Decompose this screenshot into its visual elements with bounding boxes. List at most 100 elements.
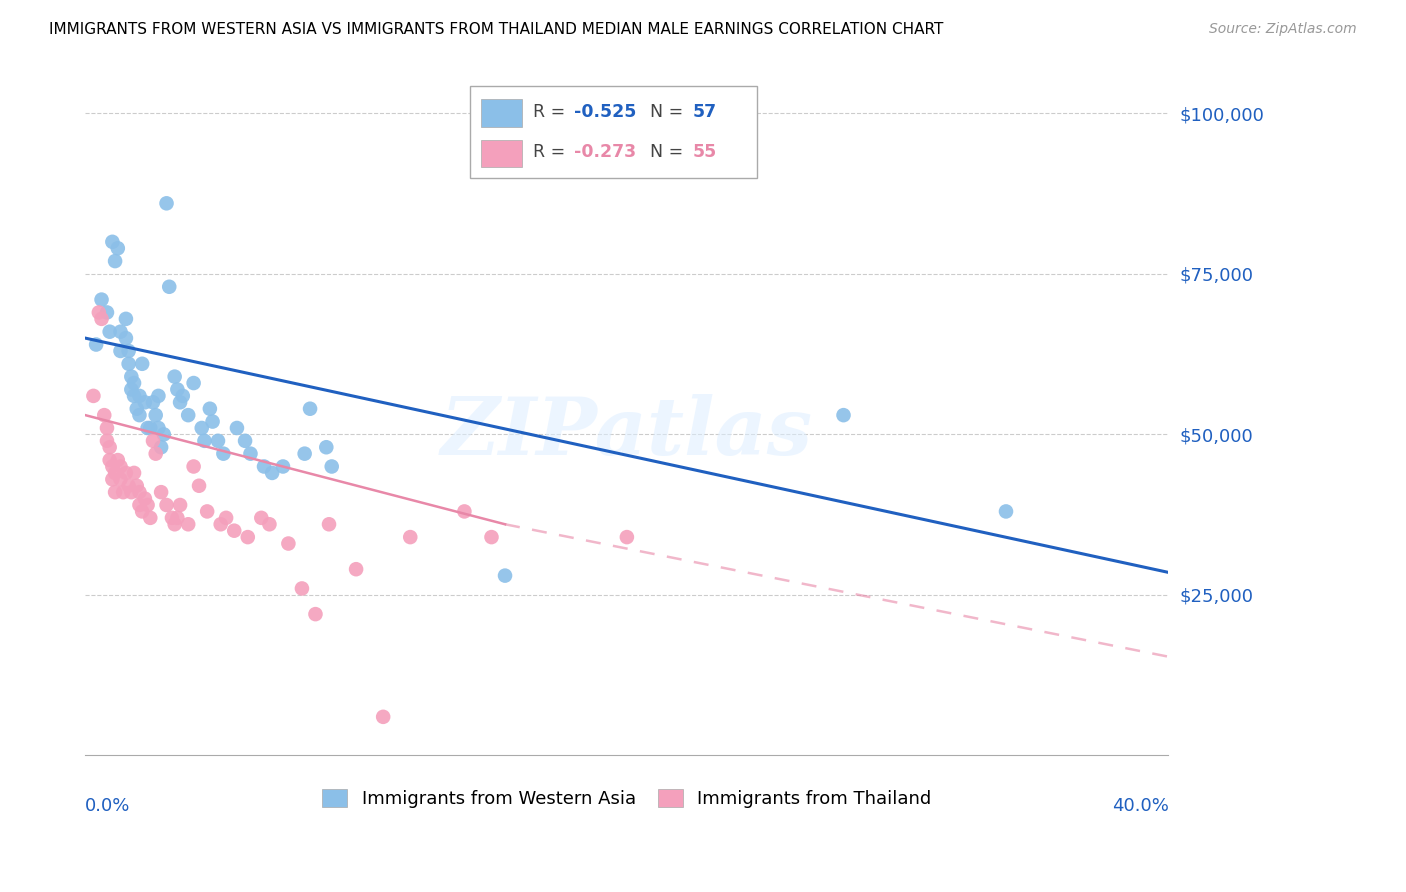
- Point: [112, 485, 135, 500]
- Text: R =: R =: [533, 103, 571, 120]
- Point: [995, 504, 1018, 518]
- Point: [122, 389, 145, 403]
- Point: [163, 369, 186, 384]
- Point: [318, 517, 340, 532]
- Point: [96, 305, 118, 319]
- Point: [128, 408, 150, 422]
- Point: [120, 383, 142, 397]
- Point: [157, 279, 180, 293]
- Point: [832, 408, 855, 422]
- Point: [115, 466, 138, 480]
- Point: [198, 401, 221, 416]
- Point: [207, 434, 229, 448]
- Point: [299, 401, 322, 416]
- Point: [136, 421, 159, 435]
- Point: [236, 530, 259, 544]
- Text: -0.525: -0.525: [574, 103, 636, 120]
- Point: [201, 415, 224, 429]
- Point: [145, 408, 167, 422]
- Point: [125, 479, 148, 493]
- Point: [190, 421, 212, 435]
- Point: [125, 401, 148, 416]
- Point: [110, 325, 132, 339]
- Text: R =: R =: [533, 144, 571, 161]
- Point: [373, 710, 395, 724]
- Point: [107, 241, 129, 255]
- Point: [122, 376, 145, 390]
- Point: [117, 343, 139, 358]
- Point: [481, 530, 503, 544]
- Point: [120, 369, 142, 384]
- Point: [399, 530, 422, 544]
- Point: [277, 536, 299, 550]
- Point: [226, 421, 249, 435]
- Point: [117, 357, 139, 371]
- Point: [215, 511, 238, 525]
- Point: [183, 376, 205, 390]
- Point: [117, 479, 139, 493]
- Point: [96, 434, 118, 448]
- Point: [209, 517, 232, 532]
- Point: [253, 459, 276, 474]
- Point: [142, 395, 165, 409]
- Point: [153, 427, 176, 442]
- Point: [177, 517, 200, 532]
- Point: [155, 196, 177, 211]
- Point: [155, 498, 177, 512]
- Legend: Immigrants from Western Asia, Immigrants from Thailand: Immigrants from Western Asia, Immigrants…: [322, 789, 932, 808]
- FancyBboxPatch shape: [481, 99, 522, 127]
- Text: 55: 55: [693, 144, 717, 161]
- Point: [101, 235, 124, 249]
- Point: [183, 459, 205, 474]
- Point: [321, 459, 343, 474]
- Point: [271, 459, 294, 474]
- Point: [107, 453, 129, 467]
- Point: [90, 293, 112, 307]
- Point: [115, 331, 138, 345]
- Point: [131, 357, 153, 371]
- Point: [250, 511, 273, 525]
- Point: [139, 421, 162, 435]
- Point: [193, 434, 215, 448]
- Point: [188, 479, 211, 493]
- Point: [110, 472, 132, 486]
- Point: [84, 337, 107, 351]
- Point: [115, 311, 138, 326]
- Point: [262, 466, 284, 480]
- Text: IMMIGRANTS FROM WESTERN ASIA VS IMMIGRANTS FROM THAILAND MEDIAN MALE EARNINGS CO: IMMIGRANTS FROM WESTERN ASIA VS IMMIGRAN…: [49, 22, 943, 37]
- Point: [98, 453, 121, 467]
- Text: ZIPatlas: ZIPatlas: [441, 393, 813, 471]
- Point: [494, 568, 516, 582]
- Point: [344, 562, 367, 576]
- Point: [90, 311, 112, 326]
- Point: [169, 498, 191, 512]
- Text: 0.0%: 0.0%: [86, 797, 131, 814]
- Point: [224, 524, 246, 538]
- Point: [259, 517, 281, 532]
- Point: [104, 466, 127, 480]
- Point: [82, 389, 104, 403]
- Point: [120, 485, 142, 500]
- Point: [177, 408, 200, 422]
- Point: [101, 472, 124, 486]
- Point: [291, 582, 314, 596]
- Point: [195, 504, 218, 518]
- Point: [315, 440, 337, 454]
- Point: [304, 607, 326, 621]
- Point: [128, 498, 150, 512]
- Point: [98, 325, 121, 339]
- Point: [128, 389, 150, 403]
- Text: N =: N =: [650, 144, 689, 161]
- Point: [136, 498, 159, 512]
- Point: [160, 511, 183, 525]
- Point: [239, 447, 262, 461]
- Point: [163, 517, 186, 532]
- Point: [93, 408, 115, 422]
- Text: N =: N =: [650, 103, 689, 120]
- Point: [166, 383, 188, 397]
- Point: [98, 440, 121, 454]
- Point: [150, 440, 173, 454]
- Point: [110, 343, 132, 358]
- Point: [101, 459, 124, 474]
- Point: [233, 434, 256, 448]
